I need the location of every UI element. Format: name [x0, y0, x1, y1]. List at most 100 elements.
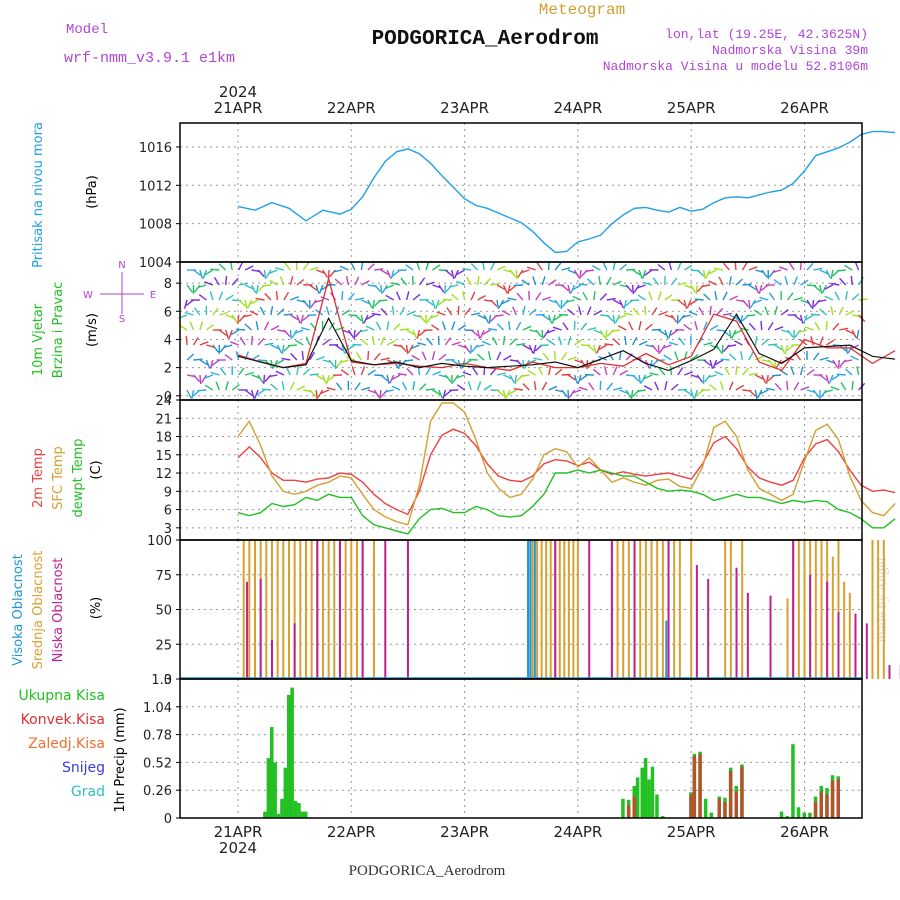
wind-barb — [701, 284, 711, 288]
compass-n: N — [118, 260, 125, 271]
wind-barb — [850, 355, 859, 361]
wind-barb — [283, 313, 293, 316]
wind-barb — [437, 299, 446, 306]
wind-barb — [476, 276, 480, 286]
wind-barb — [432, 284, 442, 289]
wind-barb — [812, 284, 821, 292]
wind-barb — [355, 352, 362, 361]
wind-barb — [405, 344, 409, 354]
wind-barb — [360, 366, 366, 376]
wind-barb — [244, 299, 248, 309]
wind-barb — [696, 269, 705, 277]
wind-barb — [592, 265, 601, 271]
precip-conv-bar — [825, 794, 829, 818]
wind-barb — [543, 329, 550, 338]
wind-barb — [476, 381, 482, 391]
wind-barb — [754, 284, 760, 294]
wind-barb — [760, 284, 769, 291]
wind-barb — [276, 308, 285, 316]
wind-barb — [513, 284, 523, 287]
wind-barb — [735, 365, 738, 376]
wind-barb — [748, 266, 758, 271]
wind-barb — [341, 344, 346, 354]
wind-barb — [231, 384, 240, 391]
wind-barb — [466, 276, 472, 286]
wind-barb — [533, 357, 543, 361]
wind-barb — [244, 284, 254, 290]
wind-barb — [418, 314, 426, 323]
wind-barb — [658, 311, 668, 316]
wind-barb — [210, 268, 220, 271]
wind-barb — [522, 325, 532, 331]
wind-barb — [683, 264, 693, 271]
wind-barb — [285, 366, 291, 376]
wind-barb — [386, 374, 390, 384]
wind-barb — [533, 381, 537, 391]
wind-barb — [535, 313, 545, 316]
wind-barb — [204, 374, 214, 379]
precip-total-bar — [791, 744, 795, 818]
y-tick-label: 0.52 — [143, 756, 172, 771]
wind-barb — [210, 371, 220, 376]
bottom-day-label: 26APR — [780, 823, 829, 841]
wind-barb — [690, 284, 696, 294]
wind-barb — [397, 372, 407, 376]
wind-barb — [257, 269, 265, 278]
wind-barb — [812, 299, 815, 310]
wind-barb — [703, 342, 713, 346]
wind-barb — [263, 374, 266, 385]
y-tick-label: 6 — [164, 305, 172, 320]
wind-barb — [225, 314, 235, 319]
wind-barb — [184, 311, 194, 316]
wind-barb — [361, 299, 370, 305]
wind-barb — [637, 294, 646, 301]
wind-barb — [289, 329, 292, 340]
wind-barb — [353, 329, 356, 340]
bottom-year-label: 2024 — [219, 839, 257, 857]
wind-barb — [225, 294, 234, 301]
wind-barb — [432, 389, 441, 396]
wind-barb — [197, 284, 207, 289]
wind-barb — [322, 269, 329, 278]
wind-barb — [347, 292, 355, 301]
wind-barb — [824, 295, 834, 301]
wind-barb — [651, 344, 659, 353]
wind-barb — [793, 296, 803, 301]
wind-barb — [819, 356, 829, 361]
wind-barb — [819, 374, 828, 381]
wind-barb — [698, 306, 705, 316]
wind-barb — [385, 294, 395, 301]
wind-barb — [470, 263, 479, 271]
wind-barb — [561, 267, 571, 271]
bottom-day-label: 24APR — [553, 823, 602, 841]
wind-barb — [561, 284, 570, 292]
wind-barb — [185, 299, 194, 306]
wind-barb — [225, 381, 229, 391]
wind-barb — [340, 369, 349, 376]
wind-barb — [670, 329, 679, 336]
wind-barb — [462, 291, 466, 301]
wind-barb — [542, 352, 550, 361]
precip-total-bar — [647, 779, 651, 818]
wind-barb — [755, 374, 764, 380]
wind-barb — [638, 374, 642, 385]
wind-barb — [513, 388, 523, 391]
wind-barb — [824, 389, 834, 394]
precip-conv-bar — [698, 753, 702, 818]
wind-barb — [712, 359, 718, 369]
wind-barb — [741, 299, 749, 308]
wind-barb — [205, 324, 215, 331]
wind-barb — [546, 329, 556, 334]
wind-barb — [449, 284, 459, 288]
wind-barb — [333, 269, 343, 273]
wind-barb — [482, 329, 491, 336]
wind-barb — [237, 314, 240, 325]
wind-barb — [657, 263, 666, 271]
wind-barb — [774, 382, 782, 391]
precip-legend-entry: Zaledj.Kisa — [28, 736, 105, 752]
wind-barb — [321, 374, 327, 384]
wind-barb — [315, 269, 325, 274]
wind-barb — [289, 314, 299, 321]
wind-barb — [758, 284, 763, 294]
wind-barb — [300, 314, 304, 324]
